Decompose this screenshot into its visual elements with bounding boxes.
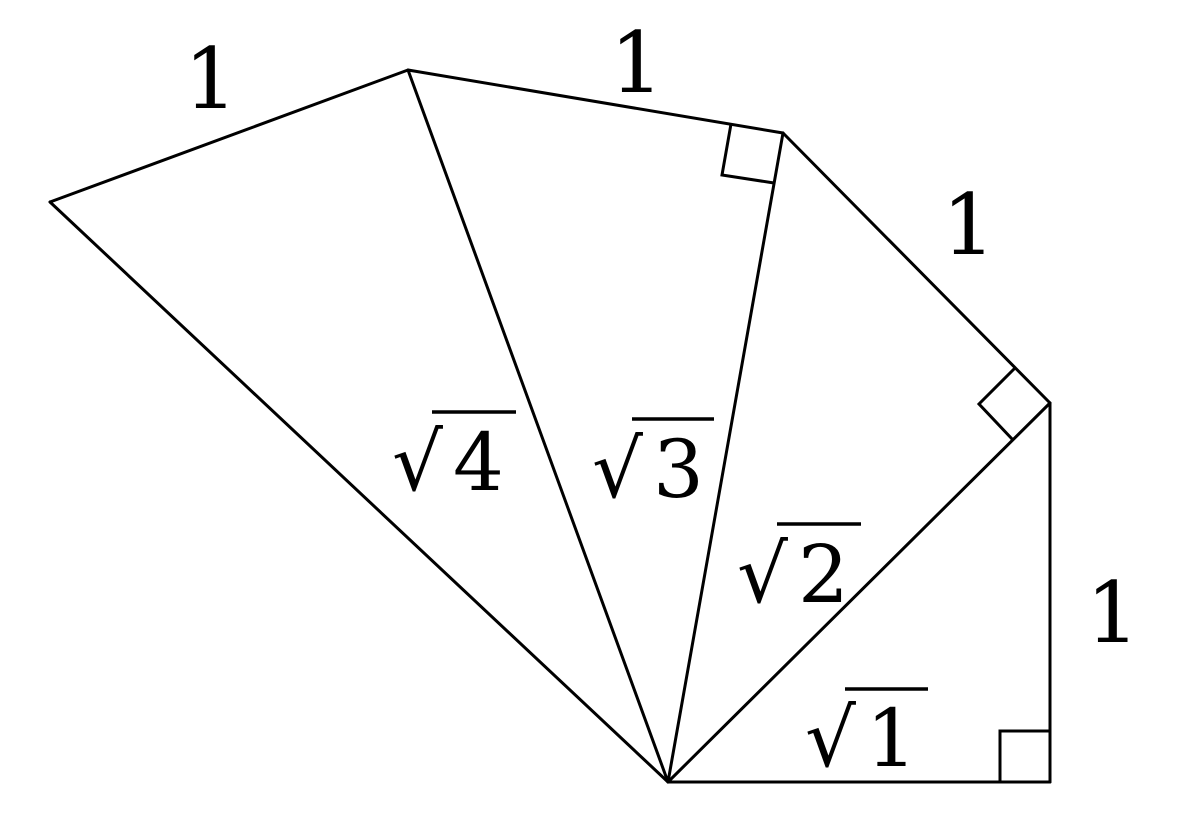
radical-sign: √ <box>392 416 443 509</box>
right-angle-marker-2 <box>976 366 1017 442</box>
unit-edge-4 <box>48 68 410 204</box>
radicand: 1 <box>866 692 917 785</box>
label-sqrt4: √ 4 <box>392 410 516 509</box>
radicand: 3 <box>653 423 704 516</box>
radicand: 2 <box>798 528 849 621</box>
label-unit-upper-right: 1 <box>942 176 995 274</box>
hypotenuse-sqrt4 <box>406 68 670 784</box>
hypotenuse-sqrt3 <box>666 131 785 784</box>
radicand: 4 <box>453 416 504 509</box>
label-unit-right: 1 <box>1086 564 1139 662</box>
label-sqrt2: √ 2 <box>737 522 861 621</box>
unit-edge-3 <box>406 68 785 135</box>
label-sqrt1: √ 1 <box>805 687 928 785</box>
hypotenuse-sqrt2 <box>666 401 1052 784</box>
radical-sign: √ <box>592 423 643 516</box>
right-angle-marker-3 <box>720 123 775 185</box>
label-sqrt3: √ 3 <box>592 417 714 516</box>
label-unit-top-left: 1 <box>184 30 237 128</box>
radical-sign: √ <box>805 692 856 785</box>
radical-sign: √ <box>737 528 788 621</box>
label-unit-top: 1 <box>610 14 663 112</box>
unit-edge-2 <box>781 131 1052 405</box>
right-angle-marker-1 <box>998 729 1050 782</box>
hypotenuse-sqrt5 <box>48 200 670 784</box>
